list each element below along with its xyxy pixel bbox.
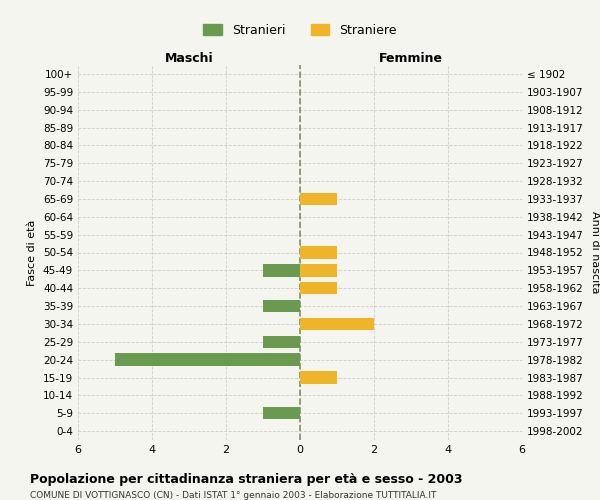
- Bar: [263, 300, 300, 312]
- Bar: [263, 407, 300, 420]
- Text: COMUNE DI VOTTIGNASCO (CN) - Dati ISTAT 1° gennaio 2003 - Elaborazione TUTTITALI: COMUNE DI VOTTIGNASCO (CN) - Dati ISTAT …: [30, 491, 436, 500]
- Text: Popolazione per cittadinanza straniera per età e sesso - 2003: Popolazione per cittadinanza straniera p…: [30, 472, 463, 486]
- Bar: [300, 371, 337, 384]
- Bar: [300, 264, 337, 276]
- Y-axis label: Anni di nascita: Anni di nascita: [590, 211, 600, 294]
- Text: Maschi: Maschi: [164, 52, 214, 65]
- Bar: [300, 192, 337, 205]
- Text: Femmine: Femmine: [379, 52, 443, 65]
- Bar: [300, 246, 337, 259]
- Bar: [263, 336, 300, 348]
- Bar: [300, 318, 374, 330]
- Bar: [300, 282, 337, 294]
- Bar: [115, 354, 300, 366]
- Legend: Stranieri, Straniere: Stranieri, Straniere: [198, 19, 402, 42]
- Y-axis label: Fasce di età: Fasce di età: [28, 220, 37, 286]
- Bar: [263, 264, 300, 276]
